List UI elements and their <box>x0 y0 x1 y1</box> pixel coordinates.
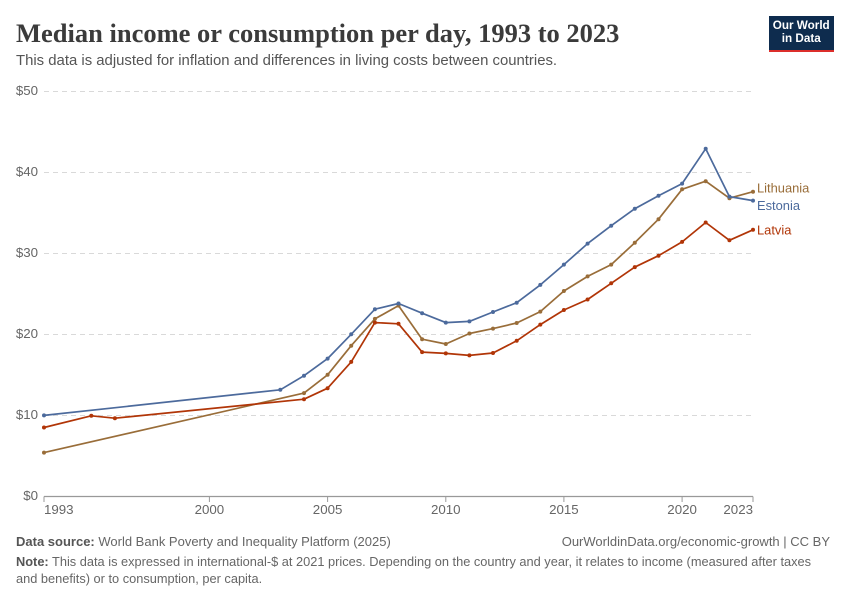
svg-text:2000: 2000 <box>195 502 225 517</box>
svg-text:2010: 2010 <box>431 502 461 517</box>
svg-text:$40: $40 <box>16 164 38 179</box>
svg-text:$10: $10 <box>16 407 38 422</box>
svg-text:$50: $50 <box>16 83 38 98</box>
svg-text:$20: $20 <box>16 326 38 341</box>
svg-text:Estonia: Estonia <box>757 198 801 213</box>
svg-text:2015: 2015 <box>549 502 579 517</box>
svg-text:$0: $0 <box>23 488 38 503</box>
svg-text:2005: 2005 <box>313 502 343 517</box>
svg-text:$30: $30 <box>16 245 38 260</box>
svg-text:2023: 2023 <box>723 502 753 517</box>
svg-text:Latvia: Latvia <box>757 222 792 237</box>
svg-text:Lithuania: Lithuania <box>757 181 810 196</box>
svg-text:1993: 1993 <box>44 502 74 517</box>
svg-text:2020: 2020 <box>667 502 697 517</box>
